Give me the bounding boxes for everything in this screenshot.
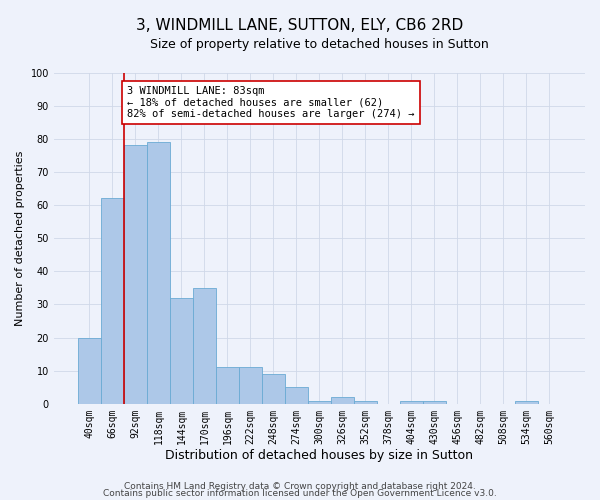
Bar — [400, 400, 423, 404]
Bar — [354, 400, 377, 404]
Bar — [78, 338, 101, 404]
Bar — [239, 368, 262, 404]
X-axis label: Distribution of detached houses by size in Sutton: Distribution of detached houses by size … — [166, 450, 473, 462]
Bar — [262, 374, 285, 404]
Text: 3, WINDMILL LANE, SUTTON, ELY, CB6 2RD: 3, WINDMILL LANE, SUTTON, ELY, CB6 2RD — [136, 18, 464, 32]
Bar — [285, 388, 308, 404]
Text: Contains HM Land Registry data © Crown copyright and database right 2024.: Contains HM Land Registry data © Crown c… — [124, 482, 476, 491]
Bar — [101, 198, 124, 404]
Text: Contains public sector information licensed under the Open Government Licence v3: Contains public sector information licen… — [103, 489, 497, 498]
Bar — [124, 146, 147, 404]
Bar — [170, 298, 193, 404]
Bar — [147, 142, 170, 404]
Y-axis label: Number of detached properties: Number of detached properties — [15, 150, 25, 326]
Bar — [308, 400, 331, 404]
Text: 3 WINDMILL LANE: 83sqm
← 18% of detached houses are smaller (62)
82% of semi-det: 3 WINDMILL LANE: 83sqm ← 18% of detached… — [127, 86, 415, 119]
Title: Size of property relative to detached houses in Sutton: Size of property relative to detached ho… — [150, 38, 489, 51]
Bar — [193, 288, 216, 404]
Bar — [515, 400, 538, 404]
Bar — [216, 368, 239, 404]
Bar — [423, 400, 446, 404]
Bar — [331, 397, 354, 404]
